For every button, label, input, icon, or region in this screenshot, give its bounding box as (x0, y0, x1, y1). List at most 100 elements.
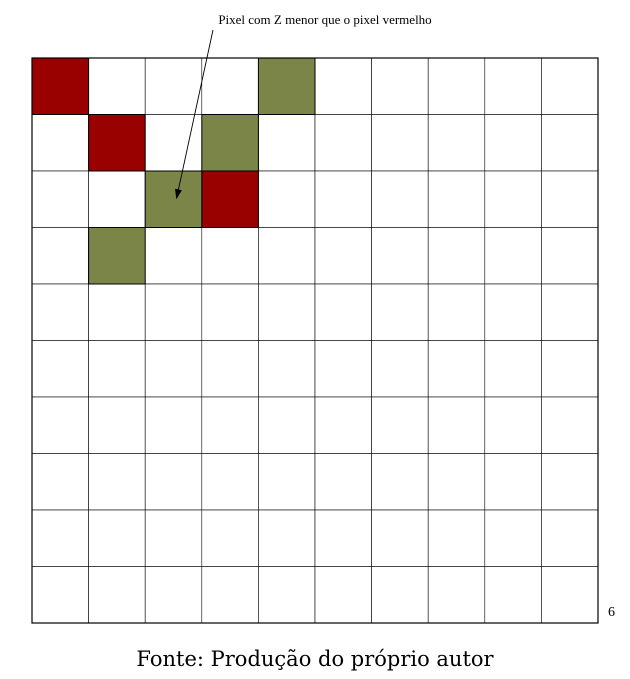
grid-cells (31, 57, 599, 624)
grid-cell (541, 227, 599, 285)
figure-caption: Fonte: Produção do próprio autor (136, 647, 494, 671)
grid-cell (427, 340, 486, 398)
grid-cell (201, 227, 259, 285)
grid-cell (258, 340, 316, 398)
annotation-arrow (178, 29, 214, 190)
grid-cell (541, 453, 599, 511)
page-number: 6 (608, 605, 615, 620)
grid-cell (144, 396, 203, 454)
grid-cell (88, 283, 146, 341)
grid-cell (31, 283, 89, 341)
grid-cell (144, 283, 203, 341)
grid-cell (258, 170, 316, 228)
grid-cell (201, 57, 259, 115)
pixel-grid-figure: Pixel com Z menor que o pixel vermelho 6 (31, 12, 615, 624)
grid-cell (371, 509, 429, 567)
grid-cell (541, 340, 599, 398)
grid-cell (144, 453, 203, 511)
green-pixel (201, 114, 259, 172)
grid-cell (258, 227, 316, 285)
grid-cell (541, 566, 599, 624)
grid-cell (371, 566, 429, 624)
grid-cell (88, 340, 146, 398)
grid-cell (201, 396, 259, 454)
grid-cell (88, 509, 146, 567)
grid-cell (314, 170, 372, 228)
grid-cell (31, 396, 89, 454)
grid-cell (144, 566, 203, 624)
grid-cell (258, 509, 316, 567)
grid-cell (314, 283, 372, 341)
grid-cell (427, 396, 486, 454)
grid-cell (88, 170, 146, 228)
grid-cell (541, 57, 599, 115)
grid-cell (258, 396, 316, 454)
red-pixel (88, 114, 146, 172)
grid-cell (314, 227, 372, 285)
grid-cell (371, 170, 429, 228)
grid-cell (371, 283, 429, 341)
grid-cell (371, 114, 429, 172)
grid-cell (88, 453, 146, 511)
grid-cell (258, 453, 316, 511)
grid-cell (371, 340, 429, 398)
grid-cell (314, 509, 372, 567)
grid-cell (371, 453, 429, 511)
grid-cell (258, 114, 316, 172)
green-pixel (88, 227, 146, 285)
grid-cell (258, 283, 316, 341)
grid-cell (427, 566, 486, 624)
grid-cell (427, 114, 486, 172)
grid-cell (484, 227, 542, 285)
grid-cell (427, 170, 486, 228)
grid-cell (88, 566, 146, 624)
grid-cell (541, 509, 599, 567)
grid-cell (31, 566, 89, 624)
grid-cell (427, 453, 486, 511)
grid-cell (144, 509, 203, 567)
grid-cell (314, 396, 372, 454)
grid-cell (314, 340, 372, 398)
arrow-head-icon (175, 188, 182, 200)
grid-cell (31, 114, 89, 172)
grid-cell (201, 566, 259, 624)
grid-cell (484, 453, 542, 511)
grid-cell (144, 227, 203, 285)
grid-frame (31, 57, 599, 624)
grid-cell (484, 57, 542, 115)
grid-cell (371, 57, 429, 115)
grid-cell (201, 509, 259, 567)
grid-cell (201, 453, 259, 511)
grid-cell (484, 340, 542, 398)
colored-pixels (31, 57, 316, 285)
grid-cell (541, 283, 599, 341)
grid-cell (371, 227, 429, 285)
grid-cell (484, 283, 542, 341)
grid-cell (88, 57, 146, 115)
grid-cell (427, 509, 486, 567)
grid-cell (427, 57, 486, 115)
grid-cell (484, 114, 542, 172)
grid-cell (371, 396, 429, 454)
grid-cell (144, 340, 203, 398)
grid-cell (314, 453, 372, 511)
grid-cell (314, 566, 372, 624)
grid-cell (541, 114, 599, 172)
grid-cell (31, 340, 89, 398)
grid-cell (427, 283, 486, 341)
grid-cell (427, 227, 486, 285)
grid-cell (31, 170, 89, 228)
grid-cell (258, 566, 316, 624)
grid-cell (484, 170, 542, 228)
grid-cell (31, 227, 89, 285)
red-pixel (201, 170, 259, 228)
grid-cell (201, 283, 259, 341)
grid-cell (314, 57, 372, 115)
red-pixel (31, 57, 90, 115)
grid-cell (31, 453, 89, 511)
grid-cell (484, 566, 542, 624)
grid-cell (88, 396, 146, 454)
annotation-label: Pixel com Z menor que o pixel vermelho (218, 12, 431, 27)
grid-cell (201, 340, 259, 398)
grid-cell (541, 170, 599, 228)
